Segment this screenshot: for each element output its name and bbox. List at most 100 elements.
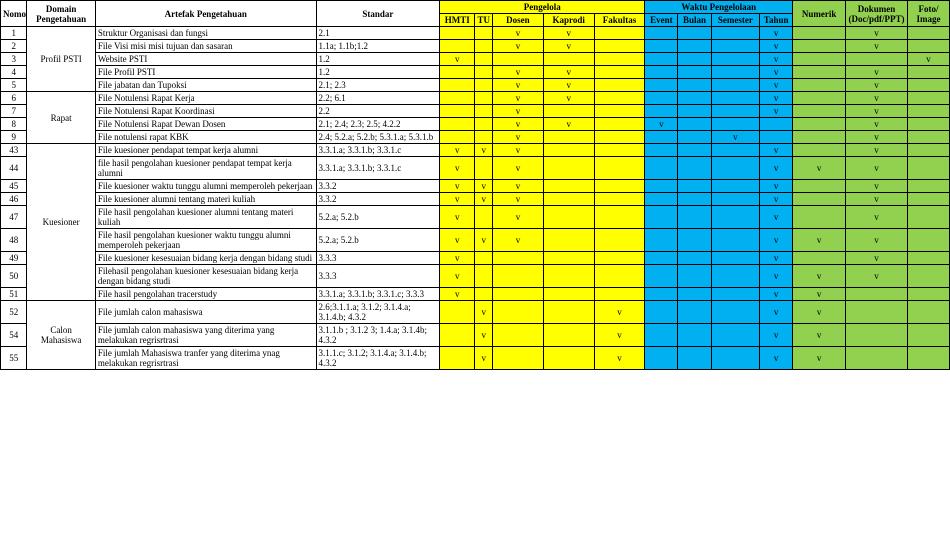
cell-th: v [760, 40, 793, 53]
cell-fak [594, 229, 645, 252]
cell-artefak: File kuesioner alumni tentang materi kul… [95, 193, 316, 206]
cell-sem [711, 53, 760, 66]
cell-bul [678, 193, 711, 206]
cell-dosen: v [493, 157, 544, 180]
cell-ev [645, 92, 678, 105]
cell-standar: 3.3.2 [316, 180, 440, 193]
table-row: 46 File kuesioner alumni tentang materi k… [1, 193, 950, 206]
cell-standar: 2.1; 2.3 [316, 79, 440, 92]
table-row: 54File jumlah calon mahasiswa yang diter… [1, 324, 950, 347]
cell-kaprodi [543, 180, 594, 193]
cell-th: v [760, 265, 793, 288]
cell-tu: v [475, 324, 493, 347]
cell-doc: v [846, 79, 908, 92]
cell-num [793, 193, 846, 206]
cell-foto [907, 193, 949, 206]
cell-th: v [760, 53, 793, 66]
cell-sem [711, 288, 760, 301]
table-row: 45File kuesioner waktu tunggu alumni mem… [1, 180, 950, 193]
cell-standar: 2.2 [316, 105, 440, 118]
cell-tu [475, 27, 493, 40]
cell-nomor: 52 [1, 301, 27, 324]
cell-kaprodi [543, 144, 594, 157]
col-kaprodi: Kaprodi [543, 14, 594, 27]
cell-hmti [440, 347, 475, 370]
cell-num [793, 40, 846, 53]
cell-fak [594, 193, 645, 206]
cell-ev [645, 157, 678, 180]
cell-dosen [493, 324, 544, 347]
cell-hmti: v [440, 265, 475, 288]
cell-sem [711, 324, 760, 347]
cell-fak: v [594, 324, 645, 347]
cell-kaprodi [543, 324, 594, 347]
cell-nomor: 8 [1, 118, 27, 131]
cell-hmti [440, 66, 475, 79]
cell-nomor: 46 [1, 193, 27, 206]
cell-artefak: File Visi misi misi tujuan dan sasaran [95, 40, 316, 53]
table-row: 50Filehasil pengolahan kuesioner kesesua… [1, 265, 950, 288]
cell-kaprodi: v [543, 79, 594, 92]
cell-artefak: file hasil pengolahan kuesioner pendapat… [95, 157, 316, 180]
cell-tu: v [475, 229, 493, 252]
cell-num [793, 118, 846, 131]
cell-ev: v [645, 118, 678, 131]
cell-doc: v [846, 193, 908, 206]
cell-sem [711, 105, 760, 118]
cell-hmti: v [440, 229, 475, 252]
cell-kaprodi [543, 53, 594, 66]
cell-dosen: v [493, 66, 544, 79]
cell-doc: v [846, 265, 908, 288]
cell-artefak: File jumlah Mahasiswa tranfer yang diter… [95, 347, 316, 370]
cell-th: v [760, 27, 793, 40]
cell-ev [645, 79, 678, 92]
cell-standar: 2.6;3.1.1.a; 3.1.2; 3.1.4.a; 3.1.4.b; 4.… [316, 301, 440, 324]
cell-nomor: 9 [1, 131, 27, 144]
cell-hmti: v [440, 144, 475, 157]
cell-nomor: 5 [1, 79, 27, 92]
cell-th: v [760, 79, 793, 92]
cell-kaprodi [543, 229, 594, 252]
cell-tu [475, 252, 493, 265]
cell-foto [907, 347, 949, 370]
cell-num: v [793, 157, 846, 180]
table-row: 48File hasil pengolahan kuesioner waktu … [1, 229, 950, 252]
cell-dosen [493, 252, 544, 265]
cell-standar: 3.3.2 [316, 193, 440, 206]
cell-dosen [493, 301, 544, 324]
cell-dosen: v [493, 118, 544, 131]
col-numerik: Numerik [793, 1, 846, 27]
table-row: 44file hasil pengolahan kuesioner pendap… [1, 157, 950, 180]
cell-tu: v [475, 301, 493, 324]
cell-dosen: v [493, 27, 544, 40]
cell-ev [645, 252, 678, 265]
col-event: Event [645, 14, 678, 27]
col-artefak: Artefak Pengetahuan [95, 1, 316, 27]
cell-sem [711, 265, 760, 288]
cell-artefak: File jumlah calon mahasiswa yang diterim… [95, 324, 316, 347]
cell-ev [645, 347, 678, 370]
cell-artefak: File Notulensi Rapat Koordinasi [95, 105, 316, 118]
cell-standar: 2.1 [316, 27, 440, 40]
cell-artefak: File Profil PSTI [95, 66, 316, 79]
cell-nomor: 48 [1, 229, 27, 252]
col-nomor: Nomor [1, 1, 27, 27]
cell-nomor: 3 [1, 53, 27, 66]
cell-ev [645, 193, 678, 206]
cell-bul [678, 131, 711, 144]
cell-num [793, 66, 846, 79]
cell-doc: v [846, 92, 908, 105]
cell-tu [475, 79, 493, 92]
cell-hmti: v [440, 180, 475, 193]
cell-hmti: v [440, 206, 475, 229]
cell-ev [645, 27, 678, 40]
cell-nomor: 43 [1, 144, 27, 157]
cell-bul [678, 79, 711, 92]
cell-ev [645, 301, 678, 324]
cell-doc: v [846, 66, 908, 79]
cell-dosen [493, 347, 544, 370]
cell-tu [475, 53, 493, 66]
cell-hmti: v [440, 252, 475, 265]
cell-hmti: v [440, 157, 475, 180]
cell-dosen: v [493, 180, 544, 193]
